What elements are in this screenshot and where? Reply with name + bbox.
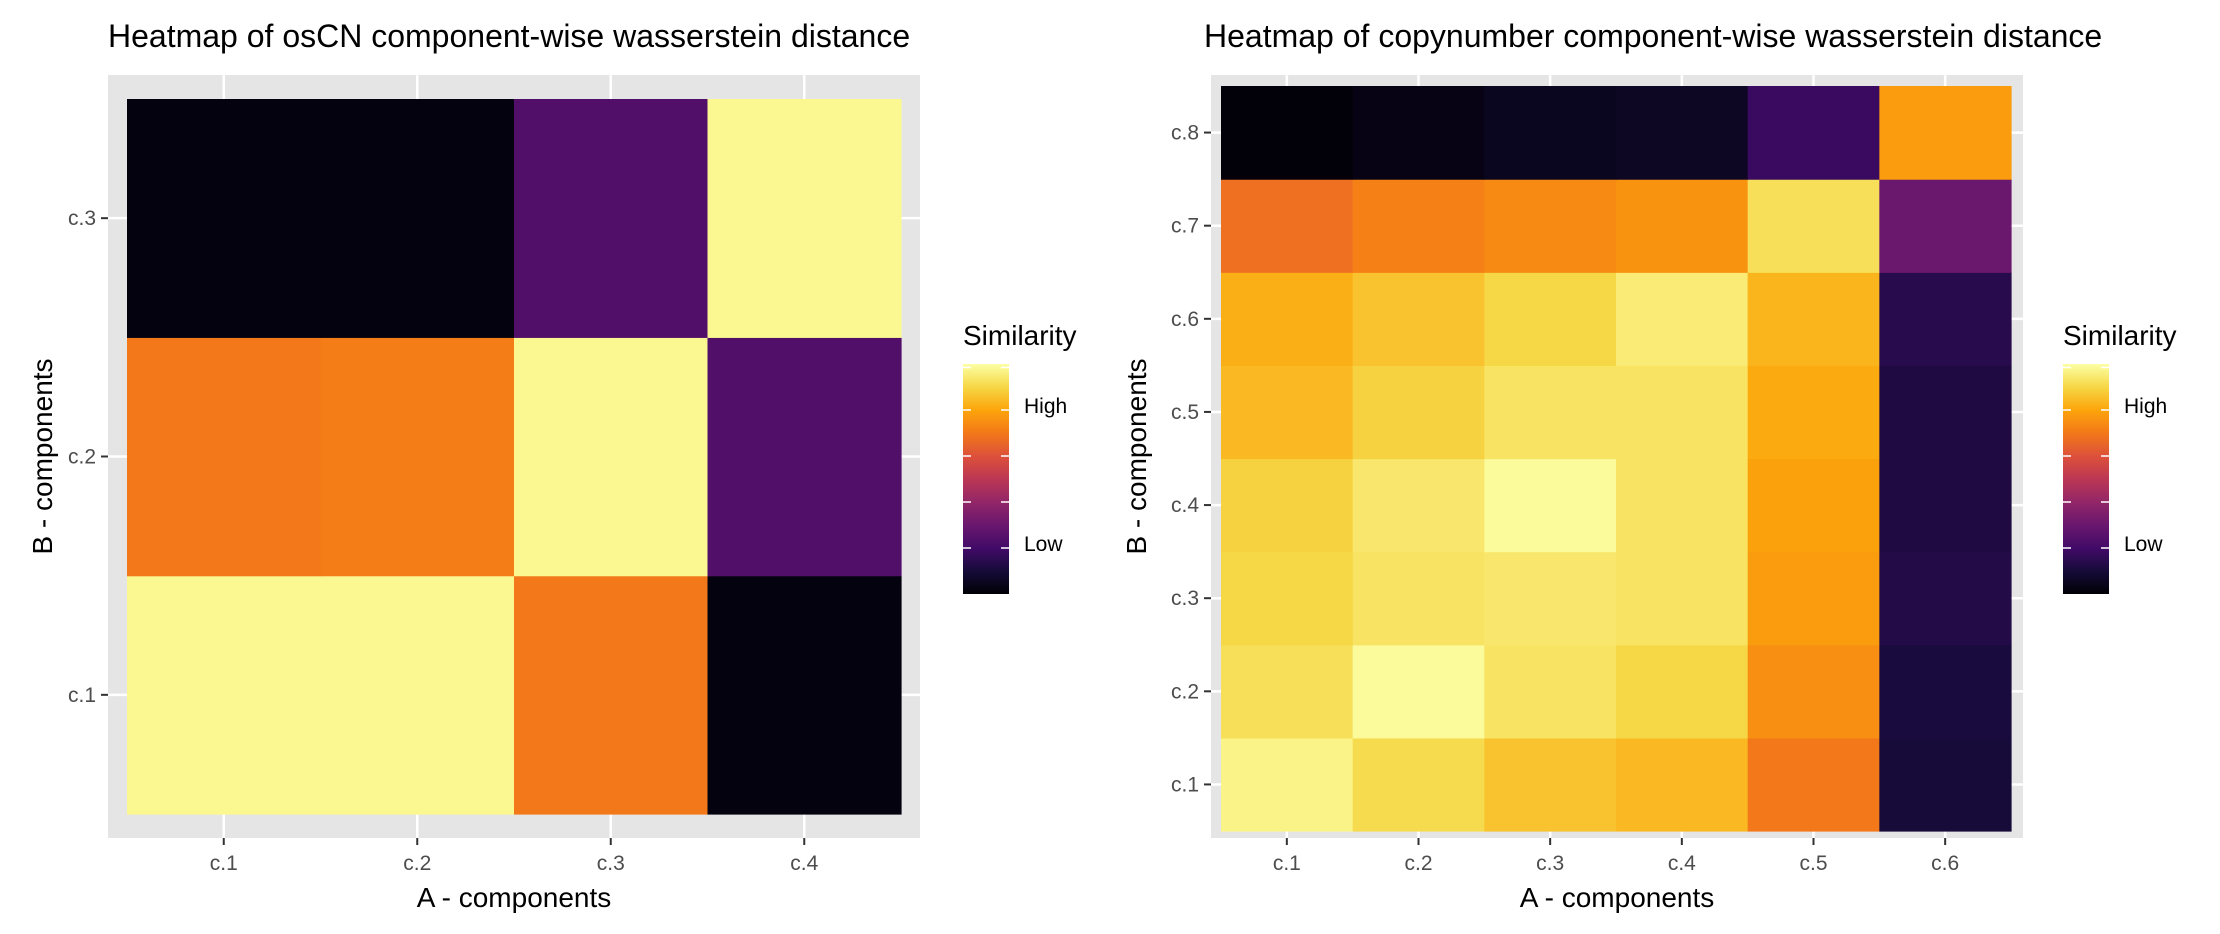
copynumber-y-tick-label: c.2 [1171, 680, 1199, 703]
copynumber-cell-c.3-c.5 [1484, 365, 1617, 460]
copynumber-cell-c.3-c.3 [1484, 551, 1617, 646]
copynumber-cell-c.6-c.2 [1879, 644, 2012, 739]
oscn-x-tick-label: c.1 [210, 852, 238, 875]
oscn-heatmap-title: Heatmap of osCN component-wise wasserste… [108, 18, 911, 54]
copynumber-x-tick-label: c.2 [1404, 852, 1432, 875]
oscn-x-tick-label: c.4 [790, 852, 818, 875]
copynumber-cell-c.3-c.8 [1484, 86, 1617, 180]
oscn-x-axis-label: A - components [417, 882, 612, 913]
copynumber-cell-c.2-c.5 [1352, 365, 1485, 460]
oscn-y-tick-label: c.3 [68, 207, 96, 230]
copynumber-cell-c.4-c.5 [1616, 365, 1749, 460]
copynumber-cell-c.1-c.3 [1221, 551, 1354, 646]
oscn-cell-c.3-c.1 [514, 575, 709, 815]
oscn-cell-c.3-c.2 [514, 337, 709, 577]
copynumber-x-tick-label: c.1 [1273, 852, 1301, 875]
copynumber-y-tick-label: c.6 [1171, 308, 1199, 331]
copynumber-cell-c.6-c.4 [1879, 458, 2012, 553]
oscn-x-tick-label: c.2 [403, 852, 431, 875]
oscn-legend-title: Similarity [963, 320, 1077, 351]
copynumber-x-axis-label: A - components [1520, 882, 1715, 913]
copynumber-cell-c.5-c.4 [1747, 458, 1880, 553]
oscn-x-tick-label: c.3 [597, 852, 625, 875]
copynumber-cell-c.2-c.3 [1352, 551, 1485, 646]
copynumber-cell-c.5-c.3 [1747, 551, 1880, 646]
copynumber-cell-c.5-c.1 [1747, 737, 1880, 832]
copynumber-cell-c.2-c.8 [1352, 86, 1485, 180]
copynumber-cell-c.6-c.5 [1879, 365, 2012, 460]
copynumber-cell-c.1-c.7 [1221, 179, 1354, 273]
oscn-y-tick-label: c.1 [68, 684, 96, 707]
copynumber-cell-c.2-c.2 [1352, 644, 1485, 739]
copynumber-legend-label-low: Low [2124, 533, 2163, 556]
heatmap-panel-oscn: c.1 c.2 c.3 c.4 c.1 c.2 c.3 A - components B - c… [27, 18, 1077, 913]
oscn-y-tick-label: c.2 [68, 446, 96, 469]
copynumber-cell-c.4-c.1 [1616, 737, 1749, 832]
oscn-y-axis-label: B - components [27, 358, 58, 554]
copynumber-cell-c.1-c.5 [1221, 365, 1354, 460]
copynumber-cell-c.2-c.6 [1352, 272, 1485, 366]
oscn-cell-c.1-c.3 [127, 99, 322, 338]
oscn-legend-colorbar [963, 364, 1009, 594]
oscn-cell-c.3-c.3 [514, 99, 709, 338]
copynumber-cell-c.1-c.4 [1221, 458, 1354, 553]
copynumber-heatmap-title: Heatmap of copynumber component-wise was… [1204, 18, 2103, 54]
oscn-legend-label-low: Low [1024, 533, 1063, 556]
oscn-legend-label-high: High [1024, 395, 1067, 418]
copynumber-legend-label-high: High [2124, 395, 2167, 418]
copynumber-cell-c.4-c.8 [1616, 86, 1749, 180]
copynumber-cell-c.1-c.6 [1221, 272, 1354, 366]
copynumber-cell-c.6-c.7 [1879, 179, 2012, 273]
copynumber-y-tick-label: c.3 [1171, 587, 1199, 610]
copynumber-cell-c.4-c.4 [1616, 458, 1749, 553]
copynumber-cell-c.5-c.8 [1747, 86, 1880, 180]
oscn-cell-c.2-c.2 [320, 337, 515, 577]
copynumber-cell-c.2-c.1 [1352, 737, 1485, 832]
copynumber-cell-c.5-c.6 [1747, 272, 1880, 366]
copynumber-cell-c.5-c.7 [1747, 179, 1880, 273]
copynumber-y-tick-label: c.1 [1171, 773, 1199, 796]
copynumber-cell-c.3-c.4 [1484, 458, 1617, 553]
copynumber-cell-c.3-c.7 [1484, 179, 1617, 273]
copynumber-cell-c.3-c.6 [1484, 272, 1617, 366]
copynumber-cell-c.6-c.1 [1879, 737, 2012, 832]
copynumber-cell-c.6-c.8 [1879, 86, 2012, 180]
copynumber-cell-c.2-c.4 [1352, 458, 1485, 553]
copynumber-y-tick-label: c.8 [1171, 122, 1199, 145]
oscn-cell-c.4-c.1 [707, 575, 902, 815]
copynumber-cell-c.6-c.3 [1879, 551, 2012, 646]
oscn-cell-c.1-c.1 [127, 575, 322, 815]
copynumber-cell-c.1-c.8 [1221, 86, 1354, 180]
copynumber-cell-c.4-c.7 [1616, 179, 1749, 273]
copynumber-cell-c.4-c.2 [1616, 644, 1749, 739]
copynumber-cell-c.1-c.2 [1221, 644, 1354, 739]
copynumber-x-tick-label: c.5 [1799, 852, 1827, 875]
copynumber-x-tick-label: c.6 [1931, 852, 1959, 875]
copynumber-y-tick-label: c.7 [1171, 215, 1199, 238]
copynumber-cell-c.5-c.5 [1747, 365, 1880, 460]
copynumber-x-tick-label: c.3 [1536, 852, 1564, 875]
copynumber-heatmap-chart: c.1 c.2 c.3 c.4 c.5 c.6 c.1 c.2 c.3 c.4 c.5 c.6 c.7 c… [1121, 75, 2177, 913]
copynumber-cell-c.6-c.6 [1879, 272, 2012, 366]
copynumber-x-tick-label: c.4 [1668, 852, 1696, 875]
copynumber-y-tick-label: c.5 [1171, 401, 1199, 424]
oscn-cell-c.2-c.3 [320, 99, 515, 338]
heatmap-panel-copynumber: c.1 c.2 c.3 c.4 c.5 c.6 c.1 c.2 c.3 c.4 c.5 c.6 c.7 c… [1110, 0, 2220, 934]
copynumber-cell-c.1-c.1 [1221, 737, 1354, 832]
copynumber-legend-colorbar [2063, 364, 2109, 594]
oscn-cell-c.4-c.3 [707, 99, 902, 338]
copynumber-cell-c.4-c.3 [1616, 551, 1749, 646]
oscn-cell-c.1-c.2 [127, 337, 322, 577]
oscn-cell-c.2-c.1 [320, 575, 515, 815]
copynumber-y-axis-label: B - components [1121, 358, 1152, 554]
copynumber-cell-c.3-c.1 [1484, 737, 1617, 832]
copynumber-cell-c.2-c.7 [1352, 179, 1485, 273]
copynumber-y-tick-label: c.4 [1171, 494, 1199, 517]
copynumber-cell-c.5-c.2 [1747, 644, 1880, 739]
copynumber-legend-title: Similarity [2063, 320, 2177, 351]
copynumber-cell-c.3-c.2 [1484, 644, 1617, 739]
oscn-cell-c.4-c.2 [707, 337, 902, 577]
oscn-heatmap-chart: c.1 c.2 c.3 c.4 c.1 c.2 c.3 A - components B - c… [27, 75, 1077, 913]
copynumber-cell-c.4-c.6 [1616, 272, 1749, 366]
